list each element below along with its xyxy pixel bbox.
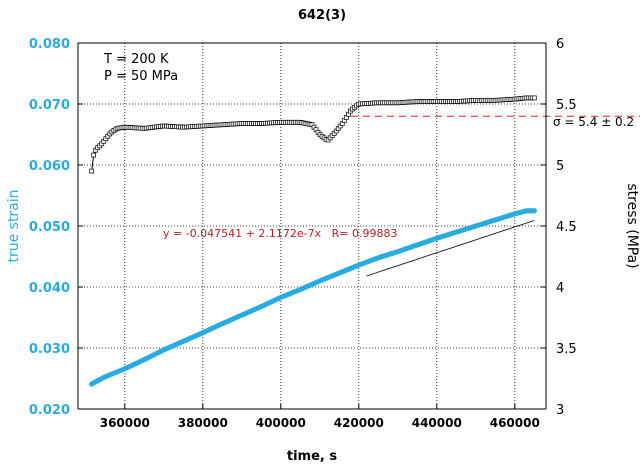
stress-point xyxy=(91,152,97,158)
y-right-tick-label: 3.5 xyxy=(556,342,577,357)
x-tick-label: 420000 xyxy=(334,416,384,430)
fit-line xyxy=(366,220,535,277)
y-axis-right-label: stress (MPa) xyxy=(624,183,640,268)
y-left-tick-label: 0.030 xyxy=(29,342,70,357)
x-axis-label: time, s xyxy=(287,449,337,464)
temperature-annotation: T = 200 K xyxy=(103,52,169,67)
y-left-tick-label: 0.080 xyxy=(29,37,70,52)
y-right-tick-label: 4.5 xyxy=(556,220,577,235)
stress-point xyxy=(531,95,537,101)
y-right-tick-label: 5.5 xyxy=(556,98,577,113)
y-right-tick-label: 5 xyxy=(556,159,564,174)
x-tick-label: 440000 xyxy=(412,416,462,430)
stress-point xyxy=(89,168,95,174)
chart-title: 642(3) xyxy=(298,8,346,23)
y-left-tick-label: 0.060 xyxy=(29,159,70,174)
y-right-tick-label: 3 xyxy=(556,403,564,418)
x-tick-label: 380000 xyxy=(178,416,228,430)
fit-equation: y = -0.047541 + 2.1172e-7x R= 0.99883 xyxy=(163,227,397,240)
x-tick-label: 460000 xyxy=(490,416,540,430)
y-right-tick-label: 4 xyxy=(556,281,564,296)
sigma-annotation: σ = 5.4 ± 0.2 xyxy=(553,115,634,129)
y-left-tick-label: 0.070 xyxy=(29,98,70,113)
x-tick-label: 360000 xyxy=(100,416,150,430)
stress-series xyxy=(89,95,537,174)
y-left-tick-label: 0.040 xyxy=(29,281,70,296)
pressure-annotation: P = 50 MPa xyxy=(104,69,178,84)
y-axis-left-label: true strain xyxy=(6,189,22,262)
x-tick-label: 400000 xyxy=(256,416,306,430)
y-left-tick-label: 0.020 xyxy=(29,403,70,418)
y-left-tick-label: 0.050 xyxy=(29,220,70,235)
strain-point xyxy=(531,208,537,214)
ticks: 360000 380000 400000 420000 440000 460000 0.02… xyxy=(29,37,577,430)
strain-series xyxy=(89,208,537,387)
y-right-tick-label: 6 xyxy=(556,37,564,52)
fit-line-group xyxy=(366,220,535,277)
